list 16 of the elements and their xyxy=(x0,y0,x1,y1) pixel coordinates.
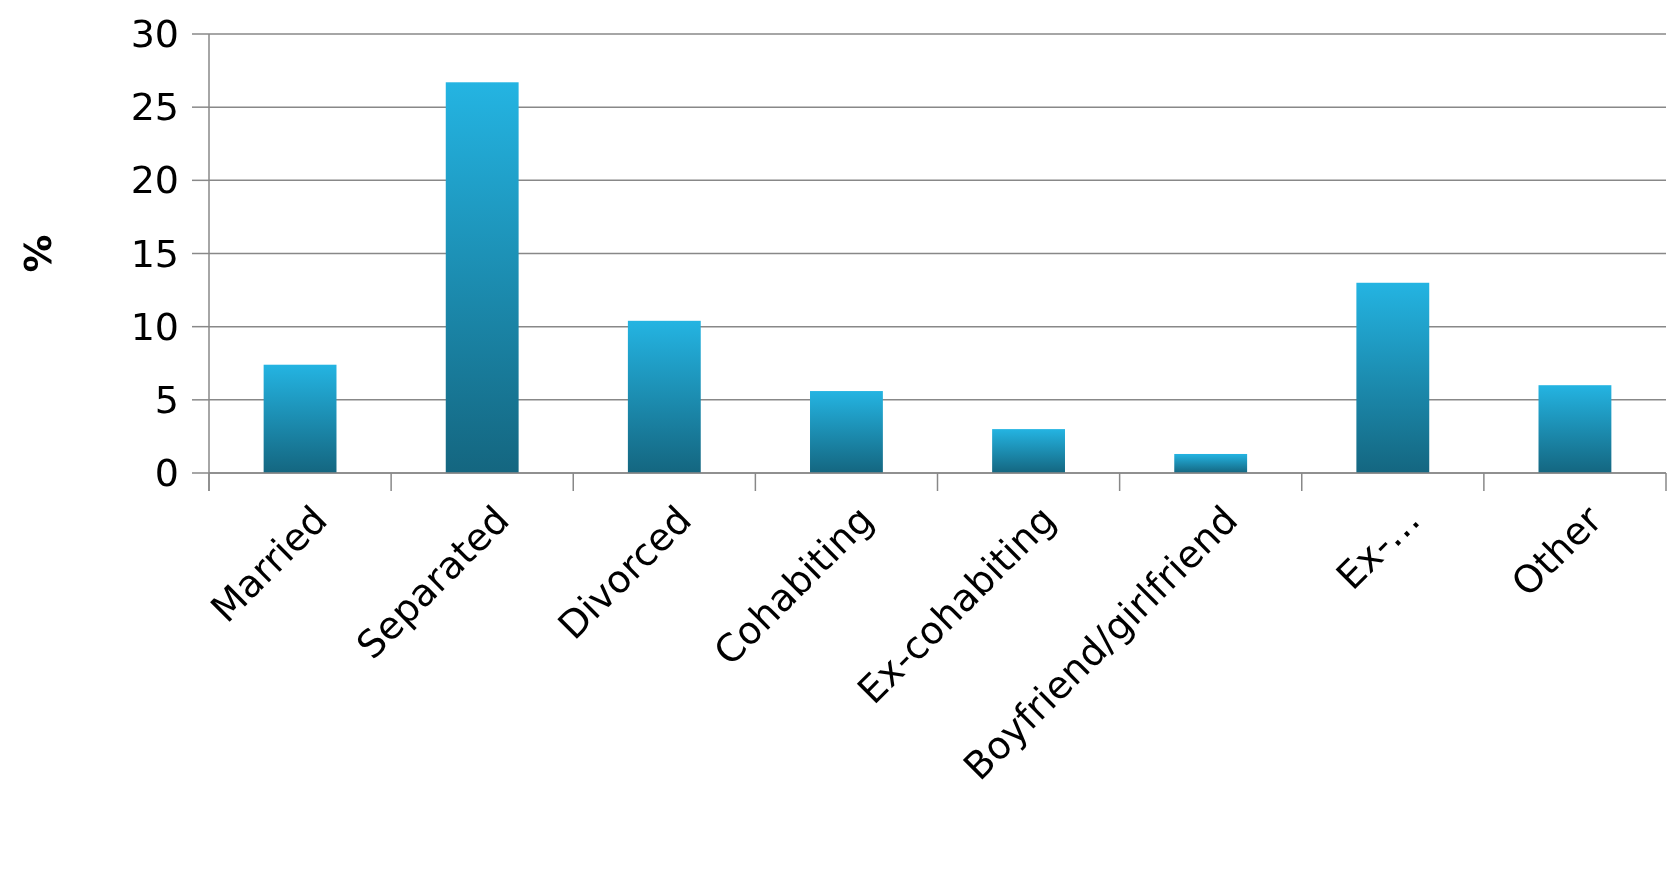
y-tick-label: 0 xyxy=(154,451,179,495)
bar xyxy=(263,364,337,473)
bar xyxy=(1174,453,1248,473)
bar xyxy=(445,82,519,473)
bar xyxy=(810,391,883,473)
y-tick-label: 30 xyxy=(130,12,179,56)
y-tick-label: 5 xyxy=(154,377,179,422)
y-tick-label: 10 xyxy=(130,304,179,349)
bar xyxy=(1538,385,1612,473)
bar xyxy=(992,429,1065,473)
bar xyxy=(627,320,701,473)
y-tick-label: 20 xyxy=(130,158,179,203)
y-tick-label: 25 xyxy=(130,85,179,130)
bar xyxy=(1356,282,1430,473)
y-tick-label: 15 xyxy=(130,231,179,276)
y-axis-title: % xyxy=(16,234,60,273)
